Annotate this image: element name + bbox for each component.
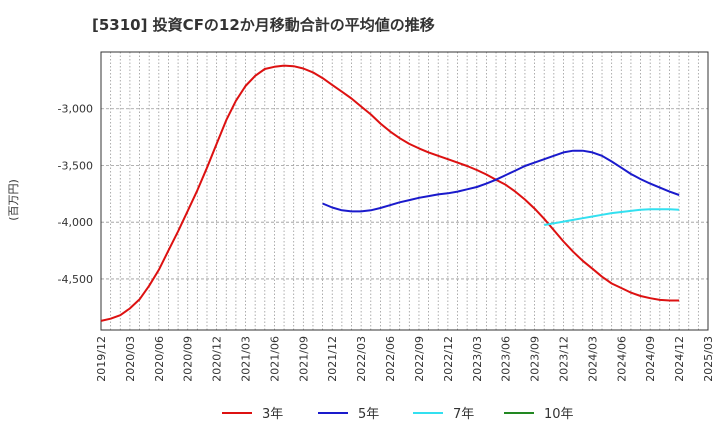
- grid-lines: [101, 52, 708, 330]
- y-tick-label: -3,000: [58, 103, 93, 116]
- legend-label: 5年: [358, 407, 379, 422]
- chart-title: [5310] 投資CFの12か月移動合計の平均値の推移: [92, 16, 435, 34]
- x-tick-label: 2021/09: [297, 336, 310, 382]
- x-tick-label: 2022/12: [442, 336, 455, 382]
- y-tick-label: -3,500: [58, 159, 93, 172]
- y-tick-label: -4,500: [58, 273, 93, 286]
- x-tick-label: 2023/12: [557, 336, 570, 382]
- series-line-3年: [100, 64, 680, 322]
- x-tick-label: 2021/03: [240, 336, 253, 382]
- legend-label: 7年: [453, 407, 474, 422]
- x-tick-label: 2023/09: [529, 336, 542, 382]
- x-tick-label: 2023/03: [471, 336, 484, 382]
- plot-area-frame: [100, 51, 709, 331]
- x-tick-label: 2024/06: [615, 336, 628, 382]
- legend-label: 10年: [544, 407, 574, 422]
- series-lines: [100, 64, 680, 322]
- x-tick-label: 2020/03: [124, 336, 137, 382]
- x-tick-label: 2020/09: [182, 336, 195, 382]
- series-line-5年: [322, 149, 680, 213]
- x-tick-label: 2024/09: [644, 336, 657, 382]
- y-tick-labels: -3,000 -3,500 -4,000 -4,500: [58, 103, 93, 286]
- x-tick-label: 2024/12: [673, 336, 686, 382]
- y-tick-label: -4,000: [58, 216, 93, 229]
- legend-label: 3年: [262, 407, 283, 422]
- x-tick-label: 2025/03: [702, 336, 715, 382]
- x-tick-label: 2023/06: [500, 336, 513, 382]
- x-tick-labels: 2019/12 2020/03 2020/06 2020/09 2020/12 2021/…: [95, 336, 715, 382]
- series-line-7年: [544, 208, 680, 226]
- legend: 3年 5年 7年 10年: [222, 407, 574, 422]
- y-axis-label: (百万円): [7, 179, 20, 221]
- x-tick-label: 2022/06: [384, 336, 397, 382]
- x-tick-label: 2021/06: [268, 336, 281, 382]
- x-tick-label: 2024/03: [586, 336, 599, 382]
- x-tick-label: 2019/12: [95, 336, 108, 382]
- x-tick-label: 2021/12: [326, 336, 339, 382]
- x-tick-label: 2022/03: [355, 336, 368, 382]
- x-tick-label: 2020/06: [153, 336, 166, 382]
- x-tick-label: 2020/12: [211, 336, 224, 382]
- x-tick-label: 2022/09: [413, 336, 426, 382]
